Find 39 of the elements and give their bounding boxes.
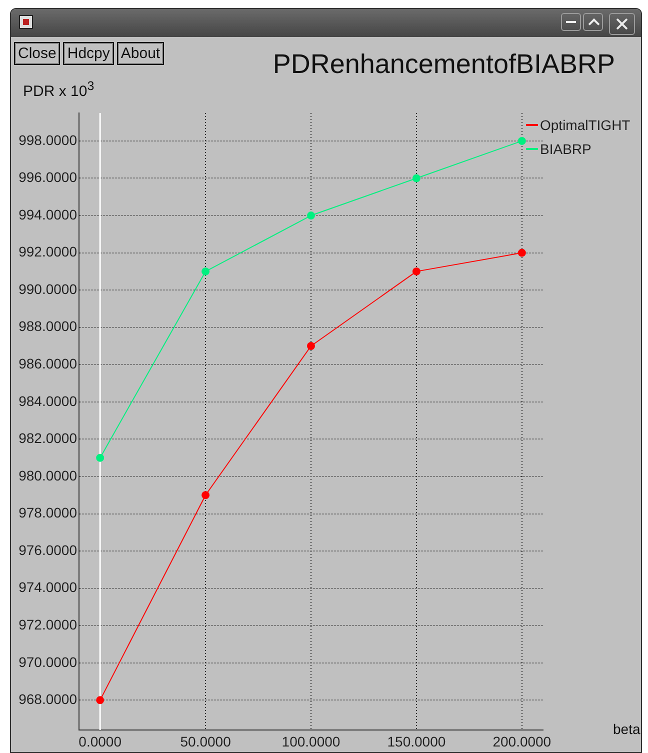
point [96,454,104,462]
text: About [116,42,164,65]
y-tick-label: 976.0000 [18,542,78,558]
x-tick-label: 50.0000 [180,733,232,750]
y-tick-label: 996.0000 [18,169,78,186]
point [202,491,210,500]
y-tick-label: 994.0000 [18,206,78,222]
chart-title: PDRenhancementofBIABRP [272,49,615,80]
point [412,267,420,276]
point [202,267,210,276]
point [307,212,315,220]
legend-label: BIABRP [540,141,592,157]
y-tick-label: 978.0000 [18,504,78,521]
x-axis-title: beta [613,721,640,737]
point [307,342,315,350]
y-tick-label: 980.0000 [18,467,78,484]
y-tick-label: 992.0000 [18,244,78,260]
text: Close [14,42,60,65]
y-tick-label: 974.0000 [18,579,78,596]
y-tick-label: 988.0000 [18,318,78,334]
point [412,174,420,182]
legend-label: OptimalTIGHT [540,117,630,133]
y-axis-title: PDR x 10$^{3}$ [23,79,94,100]
point [518,248,526,257]
point [518,136,526,145]
y-tick-label: 972.0000 [18,616,78,632]
x-tick-label: 200.0000 [492,733,552,750]
y-tick-label: 998.0000 [18,132,78,148]
y-tick-label: 982.0000 [18,430,78,446]
y-tick-label: 984.0000 [18,392,78,409]
y-tick-label: 970.0000 [18,654,78,670]
y-tick-label: 990.0000 [18,280,78,297]
x-tick-label: 0.0000 [78,733,122,750]
x-tick-label: 150.0000 [387,733,446,750]
point [96,696,104,704]
y-tick-label: 986.0000 [18,356,78,372]
x-tick-label: 100.0000 [282,733,340,750]
text: Hdcpy [63,42,114,65]
y-tick-label: 968.0000 [18,691,78,708]
